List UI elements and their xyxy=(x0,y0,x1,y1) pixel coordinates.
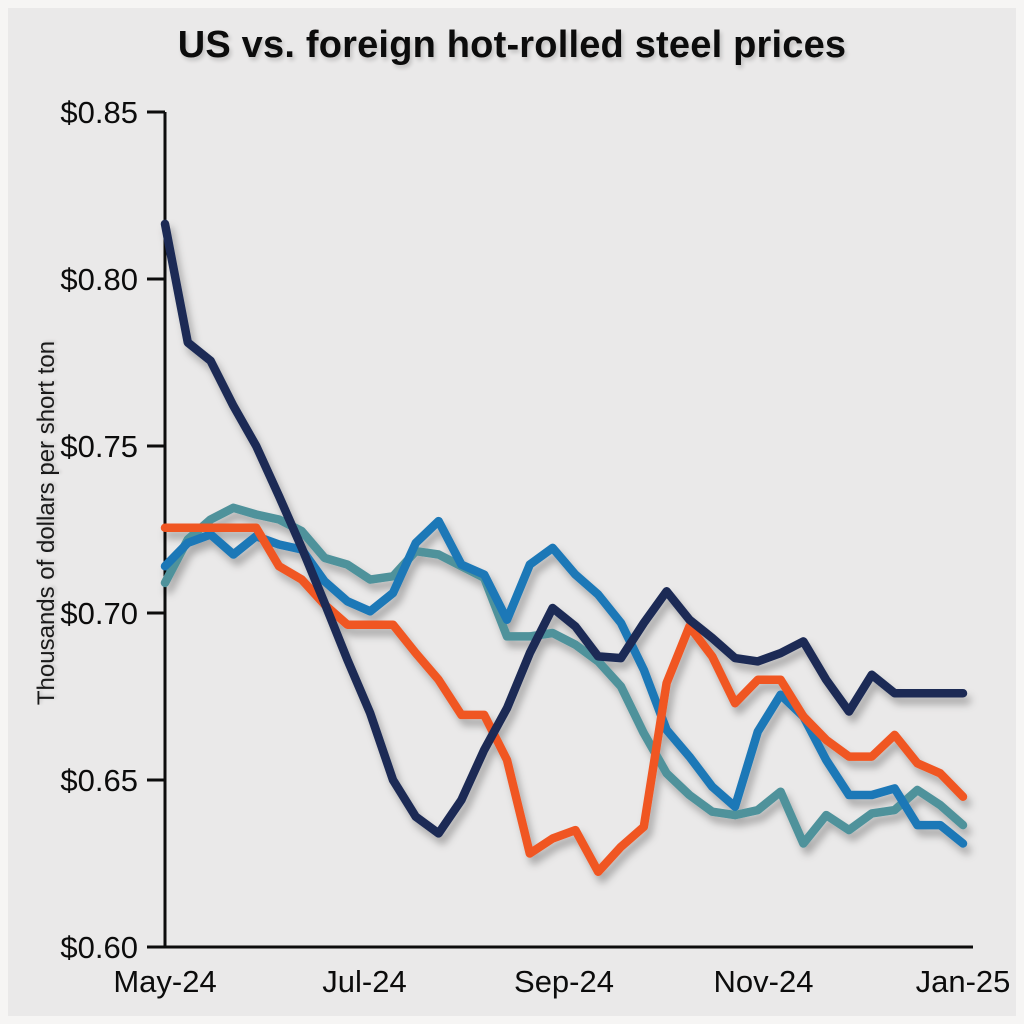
x-tick-label: Jul-24 xyxy=(322,964,406,999)
chart-panel: US vs. foreign hot-rolled steel prices T… xyxy=(8,8,1016,1016)
y-tick-label: $0.75 xyxy=(60,429,138,464)
x-tick-label: Jan-25 xyxy=(916,964,1011,999)
chart-title: US vs. foreign hot-rolled steel prices xyxy=(177,24,847,66)
series-orange-line xyxy=(160,523,968,877)
y-tick-label: $0.80 xyxy=(60,262,138,297)
series-group xyxy=(160,219,968,877)
series-navy-line xyxy=(160,219,968,838)
y-tick-label: $0.85 xyxy=(60,95,138,130)
y-tick-label: $0.60 xyxy=(60,930,138,965)
y-tick-label: $0.65 xyxy=(60,763,138,798)
x-tick-label: May-24 xyxy=(113,964,216,999)
x-tick-label: Nov-24 xyxy=(714,964,814,999)
x-tick-label: Sep-24 xyxy=(514,964,614,999)
y-tick-label: $0.70 xyxy=(60,596,138,631)
